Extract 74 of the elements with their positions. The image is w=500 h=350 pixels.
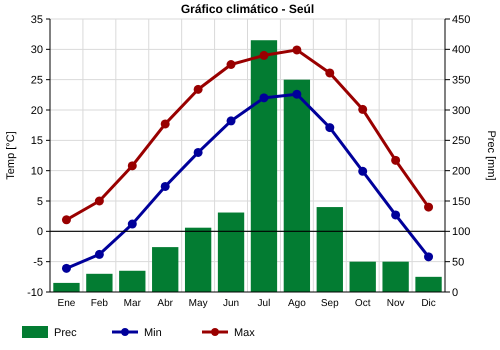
y-tick-label: -10 <box>27 286 43 299</box>
y-tick-label: 5 <box>36 196 43 208</box>
bar <box>382 262 409 292</box>
y-tick-label: 35 <box>30 14 43 26</box>
x-tick-label: Feb <box>90 298 108 309</box>
bar <box>415 276 442 292</box>
point <box>226 60 236 69</box>
point <box>259 93 268 102</box>
point <box>194 84 203 94</box>
y-tick-label: 20 <box>30 104 43 117</box>
point <box>226 116 236 126</box>
bar <box>218 212 244 292</box>
y-tick-label: 25 <box>30 74 43 87</box>
x-tick-label: Nov <box>386 298 405 309</box>
point <box>128 161 137 170</box>
x-tick-label: Jul <box>258 298 270 309</box>
point <box>94 196 104 206</box>
y2-tick-label: 300 <box>452 104 470 117</box>
y2-tick-label: 250 <box>452 135 470 148</box>
y2-tick-label: 0 <box>452 286 458 299</box>
legend-label: Max <box>234 326 256 339</box>
bar <box>250 40 278 292</box>
y-tick-label: 0 <box>36 226 43 238</box>
point <box>424 252 434 262</box>
x-tick-label: Dic <box>421 298 436 309</box>
bar <box>152 247 178 292</box>
point <box>358 166 368 176</box>
bar <box>316 207 343 292</box>
y-tick-label: 30 <box>30 44 43 56</box>
point <box>391 210 400 220</box>
point <box>391 156 400 165</box>
bar <box>350 262 376 292</box>
point <box>128 220 137 229</box>
bar <box>53 282 80 292</box>
point <box>62 264 71 273</box>
y-tick-label: 10 <box>30 166 43 178</box>
x-tick-label: May <box>188 298 208 309</box>
y2-tick-label: 350 <box>452 74 470 87</box>
bar <box>184 228 212 292</box>
y-axis-title: Temp [°C] <box>5 131 17 180</box>
x-tick-label: Jun <box>222 298 240 309</box>
chart-title: Gráfico climático - Seúl <box>180 2 314 16</box>
x-tick-label: Mar <box>124 298 142 309</box>
x-tick-label: Oct <box>354 298 371 309</box>
legend-label: Min <box>144 326 162 339</box>
y2-tick-label: 450 <box>452 14 470 26</box>
point <box>292 90 302 99</box>
point <box>292 45 302 54</box>
y2-tick-label: 50 <box>452 256 464 269</box>
y2-axis-title: Prec [mm] <box>485 130 497 181</box>
y2-tick-label: 200 <box>452 166 470 178</box>
point <box>194 148 203 157</box>
y2-tick-label: 150 <box>452 196 470 208</box>
legend-label: Prec <box>54 326 78 339</box>
bar <box>119 270 146 292</box>
x-tick-label: Ago <box>288 298 306 309</box>
x-tick-label: Sep <box>320 298 340 309</box>
point <box>358 104 368 114</box>
bar <box>86 274 113 292</box>
y-tick-label: 15 <box>30 135 43 148</box>
y2-tick-label: 100 <box>452 226 470 238</box>
point <box>424 202 434 212</box>
bar <box>284 80 310 292</box>
x-tick-label: Abr <box>157 298 174 309</box>
y-tick-label: -5 <box>33 256 43 269</box>
y2-tick-label: 400 <box>452 44 470 56</box>
x-tick-label: Ene <box>58 298 76 309</box>
point <box>160 119 170 128</box>
point <box>160 182 170 191</box>
point <box>259 50 268 60</box>
point <box>62 215 71 224</box>
point <box>94 250 104 259</box>
point <box>325 123 334 132</box>
point <box>325 68 334 78</box>
